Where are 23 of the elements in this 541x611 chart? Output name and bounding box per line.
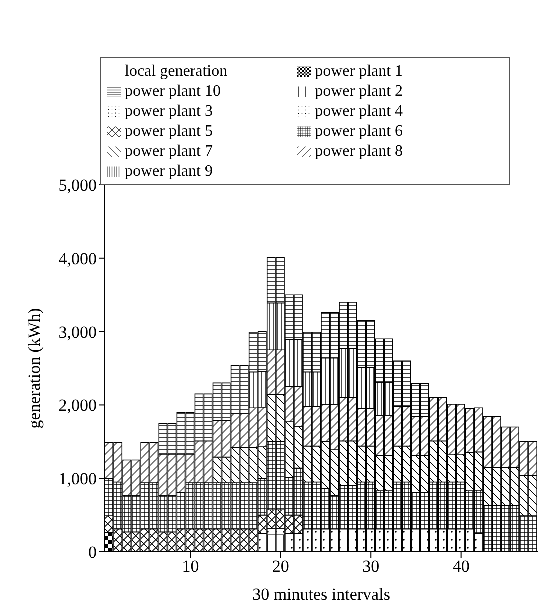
x-tick-label: 40 <box>452 557 470 576</box>
legend-label: power plant 7 <box>125 143 213 160</box>
y-axis-title: generation (kWh) <box>25 308 44 429</box>
legend-label: power plant 3 <box>125 103 213 120</box>
x-tick-label: 20 <box>272 557 290 576</box>
legend-label: power plant 9 <box>125 163 213 180</box>
legend-label: local generation <box>125 63 228 80</box>
legend-label: power plant 2 <box>315 83 404 100</box>
x-axis-title: 30 minutes intervals <box>252 585 390 604</box>
y-tick-label: 3,000 <box>58 322 97 342</box>
legend-label: power plant 4 <box>315 103 404 120</box>
y-tick-label: 2,000 <box>58 396 97 416</box>
x-tick-label: 30 <box>362 557 380 576</box>
y-tick-label: 0 <box>88 543 97 562</box>
legend-label: power plant 10 <box>125 83 221 100</box>
legend-label: power plant 5 <box>125 123 213 140</box>
legend-label: power plant 6 <box>315 123 404 140</box>
legend-label: power plant 8 <box>315 143 404 160</box>
y-tick-label: 1,000 <box>58 470 97 489</box>
legend-label: power plant 1 <box>315 63 404 80</box>
y-tick-label: 4,000 <box>58 249 97 268</box>
x-tick-label: 10 <box>182 557 200 576</box>
y-tick-label: 5,000 <box>58 176 97 196</box>
